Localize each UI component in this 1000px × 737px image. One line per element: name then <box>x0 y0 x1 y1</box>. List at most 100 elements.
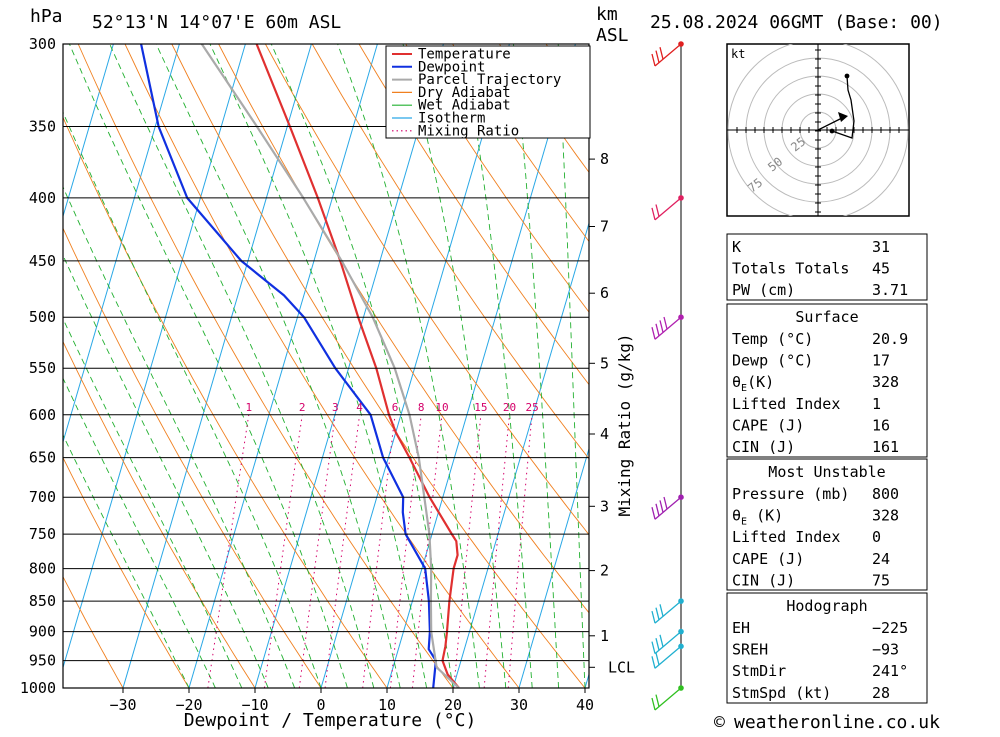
temperature-tick-label: 30 <box>510 696 528 714</box>
wind-barb-feather <box>655 503 660 516</box>
isotherm-line <box>188 44 378 688</box>
mixing-ratio-line <box>298 414 336 688</box>
unstable-row-value: 328 <box>872 507 899 525</box>
pressure-tick-label: 350 <box>29 118 56 136</box>
surface-row-value: 20.9 <box>872 330 908 348</box>
pressure-tick-label: 900 <box>29 623 56 641</box>
mixing-ratio-label: 3 <box>332 401 339 414</box>
wind-barb-feather <box>663 496 668 510</box>
unstable-row-value: 0 <box>872 528 881 546</box>
wind-barb-feather <box>651 507 656 520</box>
pressure-tick-label: 850 <box>29 592 56 610</box>
isotherm-line <box>386 44 576 688</box>
series-temperature <box>255 44 460 688</box>
dry-adiabat-line <box>452 44 589 243</box>
wind-barb-feather <box>655 652 660 666</box>
mixing-ratio-line <box>324 414 361 688</box>
legend-entry: Dry Adiabat <box>418 85 511 101</box>
wind-barb-feather <box>655 694 660 707</box>
asl-unit-label: ASL <box>596 25 629 46</box>
dry-adiabat-line <box>63 340 256 688</box>
wind-barb <box>651 600 682 624</box>
temperature-tick-label: 20 <box>444 696 462 714</box>
surface-row-value: 161 <box>872 438 899 456</box>
surface-row-value: 1 <box>872 395 881 413</box>
unstable-row-value: 75 <box>872 571 890 589</box>
temperature-tick-label: −20 <box>175 696 202 714</box>
indices-top-box <box>726 233 928 301</box>
wind-barb <box>651 316 682 340</box>
wind-barb-feather <box>651 610 656 624</box>
hodograph-end-dot <box>844 73 850 79</box>
mixing-ratio-line <box>362 414 396 688</box>
wind-barb-feather <box>651 207 656 221</box>
pressure-axis: 300 350 400 450 500 550 600 650 700 750 800 850 900 9… <box>20 35 56 697</box>
surface-row-label: Lifted Index <box>732 395 840 413</box>
wind-barb <box>651 496 682 520</box>
dry-adiabat-line <box>124 44 520 688</box>
legend-entry: Wet Adiabat <box>418 98 511 114</box>
dry-adiabat-line <box>63 456 190 688</box>
dry-adiabat-line <box>405 44 589 313</box>
hodograph-row-label: EH <box>732 619 750 637</box>
mixing-ratio-line <box>207 414 250 688</box>
height-axis: 8 7 6 5 4 3 2 1 LCL <box>589 150 635 676</box>
wet-adiabat-line <box>63 377 216 688</box>
pressure-tick-label: 650 <box>29 449 56 467</box>
pressure-tick-label: 950 <box>29 652 56 670</box>
surface-row-label: CIN (J) <box>732 438 795 456</box>
wind-barb-feather <box>651 641 656 654</box>
pressure-tick-label: 800 <box>29 560 56 578</box>
wind-barb-feather <box>659 500 664 513</box>
legend-entry: Mixing Ratio <box>418 123 519 139</box>
surface-row-value: 328 <box>872 373 899 391</box>
unstable-row-label: θE (K) <box>732 507 783 528</box>
height-tick-label: 5 <box>600 354 609 372</box>
height-tick-label: 6 <box>600 284 609 302</box>
wet-adiabat-line <box>63 317 243 688</box>
legend-entry: Isotherm <box>418 111 485 127</box>
mixing-ratio-label: 6 <box>392 401 399 414</box>
dry-adiabat-line <box>171 44 586 688</box>
mixing-ratio-labels: 1 2 3 4 6 8 10 15 20 25 <box>245 401 538 414</box>
wind-barb-shaft <box>654 197 682 221</box>
height-tick-label: 2 <box>600 562 609 580</box>
datetime-label: 25.08.2024 06GMT (Base: 00) <box>650 12 943 33</box>
hodograph-trace <box>831 75 855 139</box>
site-label: weatheronline.co.uk <box>734 712 940 733</box>
wind-barb <box>651 631 682 655</box>
mixing-ratio-axis-title: Mixing Ratio (g/kg) <box>615 333 634 516</box>
height-tick-label: 3 <box>600 497 609 515</box>
temperature-tick-label: 0 <box>316 696 325 714</box>
height-tick-label: LCL <box>608 658 635 676</box>
wind-barb-feather <box>659 320 664 333</box>
wind-barb-feather <box>663 316 668 330</box>
mixing-ratio-label: 2 <box>299 401 306 414</box>
wind-barb <box>651 197 682 221</box>
surface-row-label: θE(K) <box>732 373 774 394</box>
unstable-row-label: CAPE (J) <box>732 550 804 568</box>
mixing-ratio-label: 10 <box>435 401 448 414</box>
mixing-ratio-label: 4 <box>356 401 363 414</box>
wet-adiabat-line <box>63 434 190 688</box>
hodograph-row-label: SREH <box>732 641 768 659</box>
unstable-box <box>726 458 928 591</box>
legend-entry: Temperature <box>418 47 511 63</box>
isotherm-line <box>452 221 589 688</box>
isotherm-line <box>63 44 114 219</box>
copyright-symbol: © <box>714 712 725 733</box>
wet-adiabat-line <box>461 44 533 688</box>
isotherm-line <box>122 44 312 688</box>
dry-adiabat-line <box>63 575 124 688</box>
hodograph-start-dot <box>829 128 835 134</box>
mixing-ratio-label: 1 <box>245 401 252 414</box>
pressure-tick-label: 1000 <box>20 679 56 697</box>
wind-barb <box>651 645 682 669</box>
temperature-tick-label: 10 <box>378 696 396 714</box>
index-row-value: 31 <box>872 238 890 256</box>
wind-barb-feather <box>659 47 664 60</box>
wet-adiabat-line <box>513 44 560 688</box>
